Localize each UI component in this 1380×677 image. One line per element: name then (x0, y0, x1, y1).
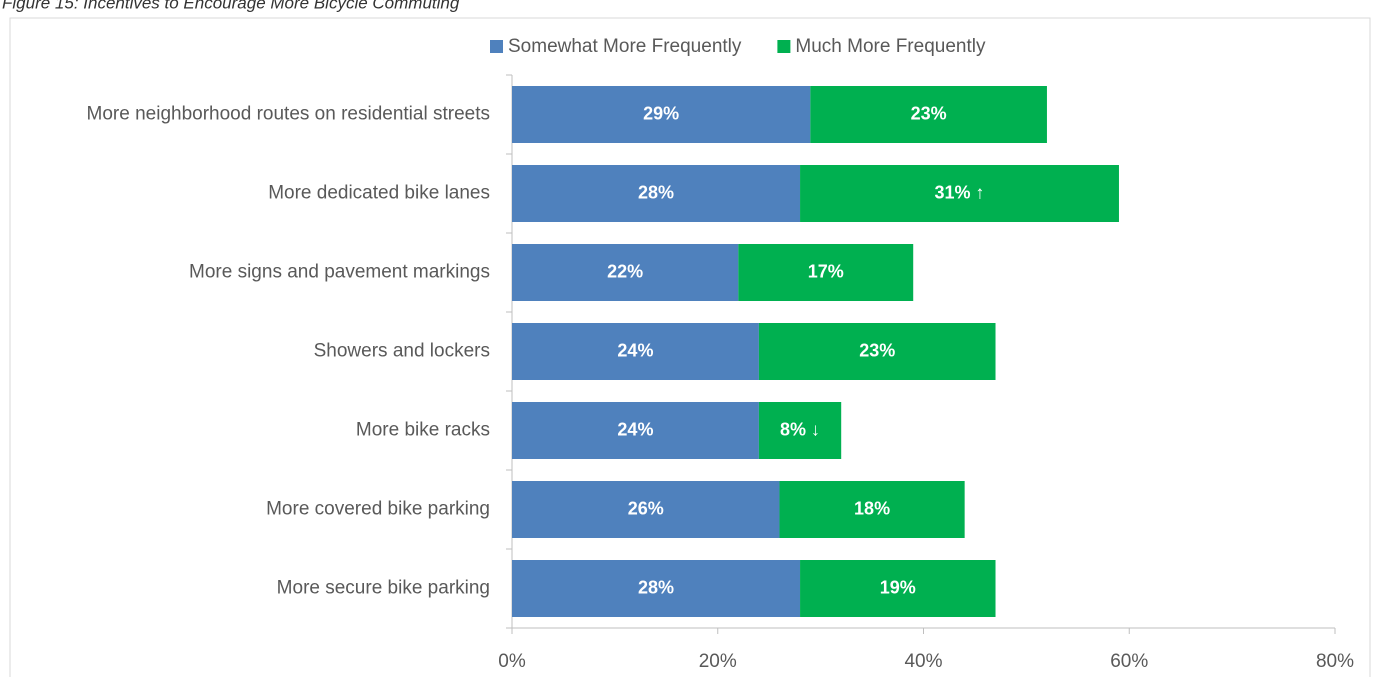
legend-label: Somewhat More Frequently (508, 36, 742, 57)
y-tick-label: More covered bike parking (266, 499, 490, 520)
data-label: 23% (911, 103, 947, 123)
chart-frame (9, 17, 1371, 677)
bar-segment (512, 402, 759, 459)
data-label: 24% (617, 419, 653, 439)
chart-title: Figure 15: Incentives to Encourage More … (2, 0, 460, 12)
bar-segment (512, 165, 801, 222)
bar-segment (758, 323, 996, 380)
x-tick-label: 40% (904, 651, 942, 672)
bar-segment (512, 244, 739, 301)
bar-segment (800, 560, 996, 617)
data-label: 18% (854, 498, 890, 518)
data-label: 17% (808, 261, 844, 281)
bar-segment (512, 323, 759, 380)
x-tick-label: 80% (1316, 651, 1354, 672)
data-label: 23% (859, 340, 895, 360)
legend-swatch (777, 40, 791, 53)
y-tick-label: More signs and pavement markings (189, 262, 490, 283)
y-tick-label: More bike racks (356, 420, 490, 441)
data-label: 24% (617, 340, 653, 360)
data-label: 29% (643, 103, 679, 123)
data-label: 8% ↓ (780, 419, 820, 439)
y-tick-label: More neighborhood routes on residential … (87, 104, 490, 125)
legend-label: Much More Frequently (795, 36, 986, 57)
data-label: 19% (880, 577, 916, 597)
y-tick-label: More secure bike parking (277, 578, 490, 599)
bar-segment (810, 86, 1047, 143)
bar-segment (512, 481, 780, 538)
y-tick-label: More dedicated bike lanes (268, 183, 490, 204)
x-tick-label: 60% (1110, 651, 1148, 672)
data-label: 31% ↑ (934, 182, 984, 202)
bar-segment (758, 402, 842, 459)
data-label: 26% (628, 498, 664, 518)
data-label: 28% (638, 182, 674, 202)
bar-segment (512, 86, 811, 143)
legend-swatch (490, 40, 503, 53)
data-label: 28% (638, 577, 674, 597)
data-label: 22% (607, 261, 643, 281)
bar-segment (800, 165, 1119, 222)
bar-segment (779, 481, 965, 538)
x-tick-label: 0% (498, 651, 526, 672)
bar-segment (738, 244, 914, 301)
y-tick-label: Showers and lockers (314, 341, 490, 362)
x-tick-label: 20% (699, 651, 737, 672)
bar-segment (512, 560, 801, 617)
